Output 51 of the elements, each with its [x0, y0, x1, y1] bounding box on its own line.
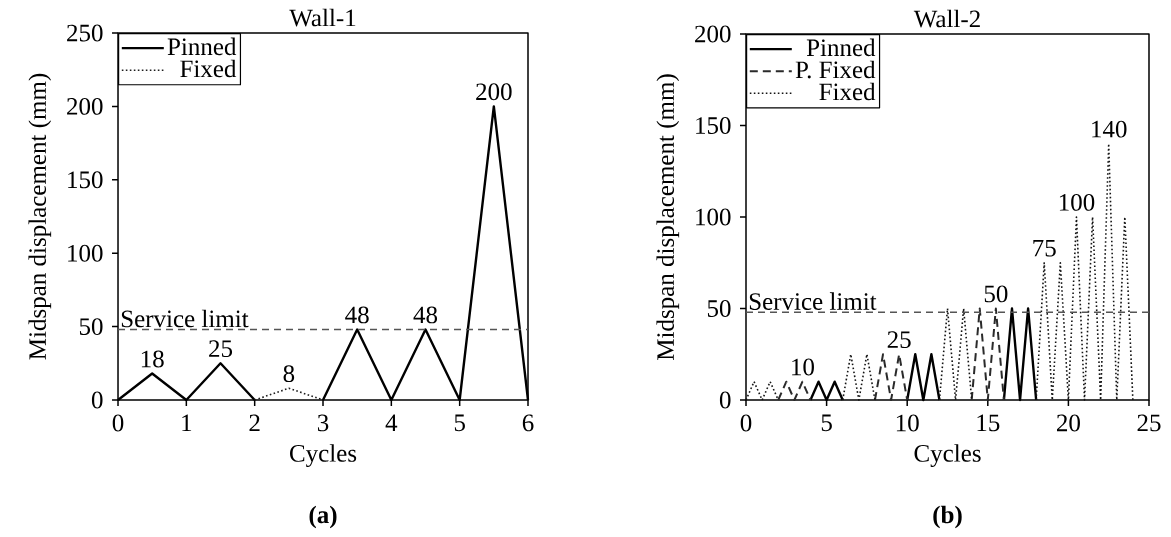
ref-line-label: Service limit	[749, 292, 877, 311]
annotation: 48	[345, 306, 369, 324]
chart-title: Wall-2	[913, 9, 980, 28]
y-tick-label: 150	[68, 171, 103, 189]
x-tick-label: 5	[821, 414, 832, 432]
y-tick-label: 50	[79, 318, 103, 336]
legend-label: Fixed	[819, 82, 876, 101]
x-tick-label: 2	[249, 414, 260, 432]
y-tick-label: 250	[67, 24, 103, 42]
x-tick-label: 20	[1056, 414, 1080, 432]
ref-line-label: Service limit	[121, 309, 249, 328]
y-tick-label: 200	[67, 98, 103, 116]
y-axis-title: Midspan displacement (mm)	[28, 74, 52, 360]
y-tick-label: 100	[696, 208, 731, 226]
legend-label: Fixed	[180, 59, 237, 78]
x-tick-label: 10	[896, 414, 919, 432]
annotation: 48	[413, 306, 438, 324]
annotation: 10	[792, 358, 814, 376]
y-tick-label: 0	[91, 391, 103, 409]
chart-title: Wall-1	[289, 8, 356, 27]
x-axis-title: Cycles	[290, 444, 357, 468]
x-tick-label: 0	[112, 414, 124, 432]
annotation: 140	[1092, 120, 1127, 138]
annotation: 200	[476, 83, 512, 101]
y-tick-label: 0	[719, 391, 731, 409]
x-axis-title: Cycles	[914, 444, 981, 468]
x-tick-label: 6	[522, 414, 534, 432]
y-tick-label: 50	[707, 300, 731, 318]
legend-label: Pinned	[806, 38, 876, 57]
y-tick-label: 200	[695, 25, 731, 43]
y-axis-title: Midspan displacement (mm)	[656, 74, 680, 361]
x-tick-label: 3	[317, 414, 329, 432]
x-tick-label: 25	[1137, 414, 1161, 432]
x-tick-label: 15	[977, 414, 1000, 432]
x-tick-label: 4	[385, 414, 398, 432]
text: (b)	[933, 505, 962, 529]
annotation: 25	[209, 340, 233, 358]
annotation: 100	[1059, 194, 1095, 211]
legend-label: P. Fixed	[795, 60, 876, 79]
y-tick-label: 100	[68, 244, 103, 262]
legend-label: Pinned	[167, 37, 237, 56]
annotation: 8	[283, 365, 295, 383]
x-tick-label: 0	[740, 414, 752, 432]
annotation: 25	[887, 331, 911, 349]
text: (a)	[309, 505, 337, 529]
x-tick-label: 1	[182, 414, 192, 432]
annotation: 18	[141, 350, 164, 368]
y-tick-label: 150	[696, 117, 731, 135]
annotation: 75	[1033, 240, 1056, 257]
x-tick-label: 5	[454, 414, 465, 432]
annotation: 50	[984, 285, 1008, 303]
